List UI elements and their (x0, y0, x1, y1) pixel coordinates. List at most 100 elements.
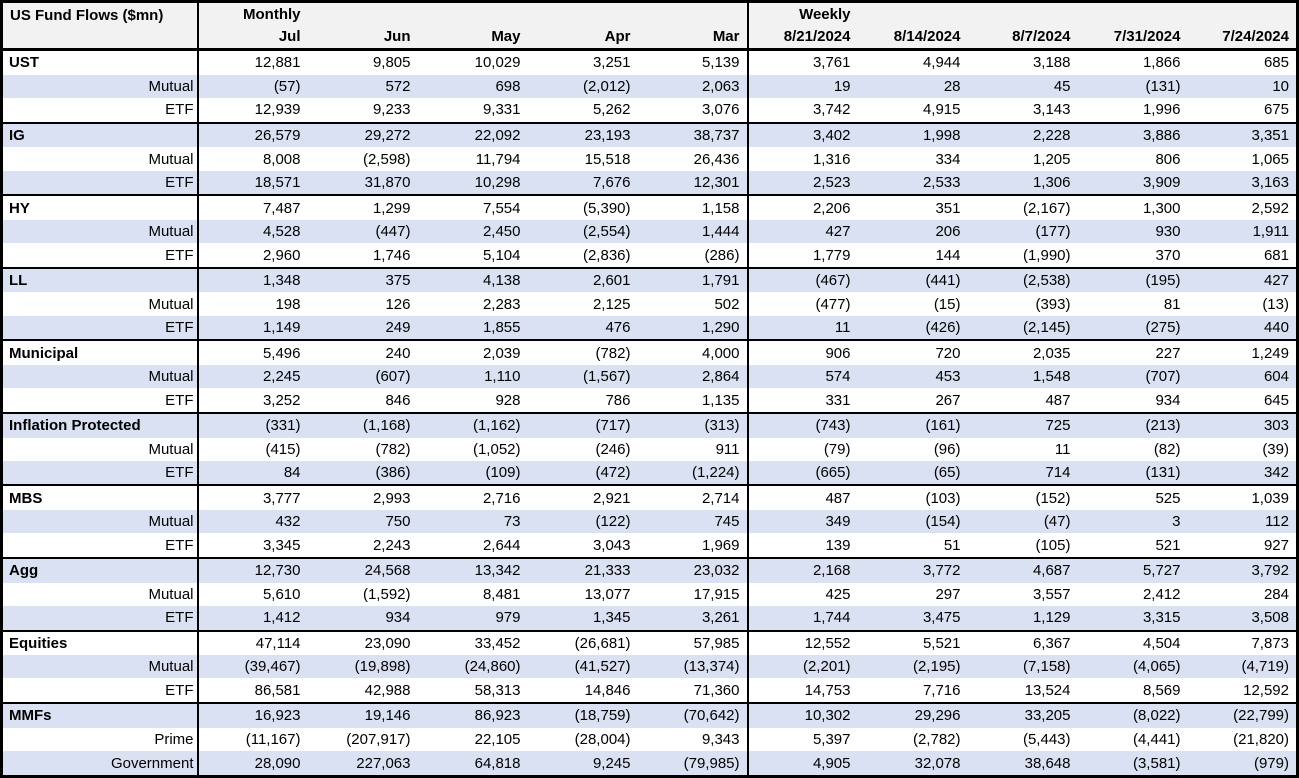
weekly-value-cell: (2,145) (967, 315, 1078, 341)
weekly-value-cell: 267 (857, 388, 968, 413)
weekly-value-cell: 2,533 (857, 170, 968, 196)
weekly-value-cell: (79) (746, 437, 858, 461)
col-header-weekly-1: 8/14/2024 (857, 25, 968, 50)
col-header-monthly-3: Apr (527, 25, 638, 50)
monthly-value-cell: 911 (637, 437, 748, 461)
table-row: Mutual 2,245 (607) 1,110 (1,567) 2,864 574 453 1… (1, 365, 1298, 389)
monthly-value-cell: 22,105 (417, 727, 528, 752)
section-label: LL (1, 266, 199, 293)
monthly-value-cell: 84 (197, 460, 308, 486)
weekly-value-cell: 2,035 (967, 339, 1078, 366)
weekly-value-cell: 3,792 (1187, 557, 1298, 583)
weekly-value-cell: 906 (746, 339, 858, 366)
monthly-value-cell: (313) (637, 411, 748, 438)
weekly-value-cell: 10,302 (746, 702, 858, 728)
monthly-value-cell: 5,262 (527, 98, 638, 123)
weekly-value-cell: (467) (746, 266, 858, 293)
table-row: Mutual 8,008 (2,598) 11,794 15,518 26,436 1,31… (1, 147, 1298, 171)
weekly-value-cell: 3,315 (1077, 605, 1188, 631)
monthly-value-cell: 476 (527, 315, 638, 341)
monthly-value-cell: 2,450 (417, 219, 528, 244)
weekly-value-cell: (65) (857, 460, 968, 486)
monthly-value-cell: 1,135 (637, 388, 748, 413)
monthly-value-cell: 16,923 (197, 702, 308, 728)
weekly-value-cell: 1,866 (1077, 47, 1188, 75)
monthly-value-cell: 5,610 (197, 582, 308, 606)
weekly-value-cell: (2,167) (967, 194, 1078, 220)
weekly-value-cell: 604 (1187, 365, 1298, 389)
weekly-value-cell: 1,249 (1187, 339, 1298, 366)
weekly-value-cell: 112 (1187, 510, 1298, 534)
weekly-value-cell: 28 (857, 74, 968, 99)
monthly-value-cell: 31,870 (307, 170, 418, 196)
weekly-value-cell: 1,316 (746, 147, 858, 171)
monthly-value-cell: 1,969 (637, 533, 748, 559)
weekly-value-cell: 19 (746, 74, 858, 99)
table-row: MMFs 16,923 19,146 86,923 (18,759) (70,642) 10… (1, 702, 1298, 728)
weekly-value-cell: 32,078 (857, 751, 968, 777)
weekly-value-cell: (131) (1077, 460, 1188, 486)
monthly-value-cell: 1,444 (637, 219, 748, 244)
weekly-value-cell: (477) (746, 292, 858, 316)
sub-row-label: Mutual (1, 655, 199, 679)
monthly-value-cell: (1,224) (637, 460, 748, 486)
weekly-value-cell: (152) (967, 484, 1078, 511)
table-row: Prime (11,167) (207,917) 22,105 (28,004) 9,34… (1, 727, 1298, 752)
monthly-value-cell: 14,846 (527, 678, 638, 704)
monthly-value-cell: 3,777 (197, 484, 308, 511)
monthly-value-cell: (782) (307, 437, 418, 461)
weekly-value-cell: (4,719) (1187, 655, 1298, 679)
monthly-value-cell: 2,864 (637, 365, 748, 389)
weekly-value-cell: 349 (746, 510, 858, 534)
sub-row-label: Government (1, 751, 199, 777)
weekly-value-cell: 334 (857, 147, 968, 171)
weekly-value-cell: (426) (857, 315, 968, 341)
monthly-value-cell: 750 (307, 510, 418, 534)
table-row: Mutual (39,467) (19,898) (24,860) (41,527) (1… (1, 655, 1298, 679)
monthly-value-cell: 2,125 (527, 292, 638, 316)
monthly-value-cell: 1,158 (637, 194, 748, 220)
monthly-value-cell: 846 (307, 388, 418, 413)
weekly-value-cell: (979) (1187, 751, 1298, 777)
weekly-value-cell: 3,909 (1077, 170, 1188, 196)
monthly-value-cell: (2,836) (527, 243, 638, 268)
monthly-value-cell: 5,104 (417, 243, 528, 268)
weekly-value-cell: 5,397 (746, 727, 858, 752)
monthly-group-label: Monthly (197, 1, 308, 26)
weekly-value-cell: 3,508 (1187, 605, 1298, 631)
weekly-value-cell: (4,065) (1077, 655, 1188, 679)
monthly-value-cell: 1,412 (197, 605, 308, 631)
weekly-value-cell: 720 (857, 339, 968, 366)
monthly-value-cell: 3,252 (197, 388, 308, 413)
monthly-value-cell: 12,939 (197, 98, 308, 123)
monthly-value-cell: (5,390) (527, 194, 638, 220)
monthly-value-cell: (18,759) (527, 702, 638, 728)
col-header-weekly-0: 8/21/2024 (746, 25, 858, 50)
weekly-value-cell: 45 (967, 74, 1078, 99)
monthly-value-cell: 7,554 (417, 194, 528, 220)
weekly-value-cell: 521 (1077, 533, 1188, 559)
monthly-value-cell: 934 (307, 605, 418, 631)
section-label: Equities (1, 629, 199, 656)
sub-row-label: ETF (1, 388, 199, 413)
sub-row-label: ETF (1, 315, 199, 341)
col-header-monthly-2: May (417, 25, 528, 50)
weekly-value-cell: (103) (857, 484, 968, 511)
table-row: MBS 3,777 2,993 2,716 2,921 2,714 487 (103) (152… (1, 484, 1298, 511)
monthly-value-cell: (11,167) (197, 727, 308, 752)
monthly-value-cell: 3,345 (197, 533, 308, 559)
weekly-value-cell: 351 (857, 194, 968, 220)
weekly-value-cell: (665) (746, 460, 858, 486)
weekly-value-cell: 10 (1187, 74, 1298, 99)
monthly-value-cell: 57,985 (637, 629, 748, 656)
weekly-value-cell: 370 (1077, 243, 1188, 268)
weekly-value-cell: 2,592 (1187, 194, 1298, 220)
monthly-value-cell: (2,554) (527, 219, 638, 244)
weekly-value-cell: 1,065 (1187, 147, 1298, 171)
weekly-value-cell: 4,687 (967, 557, 1078, 583)
weekly-value-cell: 425 (746, 582, 858, 606)
weekly-value-cell: 1,996 (1077, 98, 1188, 123)
monthly-value-cell: 12,881 (197, 47, 308, 75)
monthly-value-cell: 4,138 (417, 266, 528, 293)
